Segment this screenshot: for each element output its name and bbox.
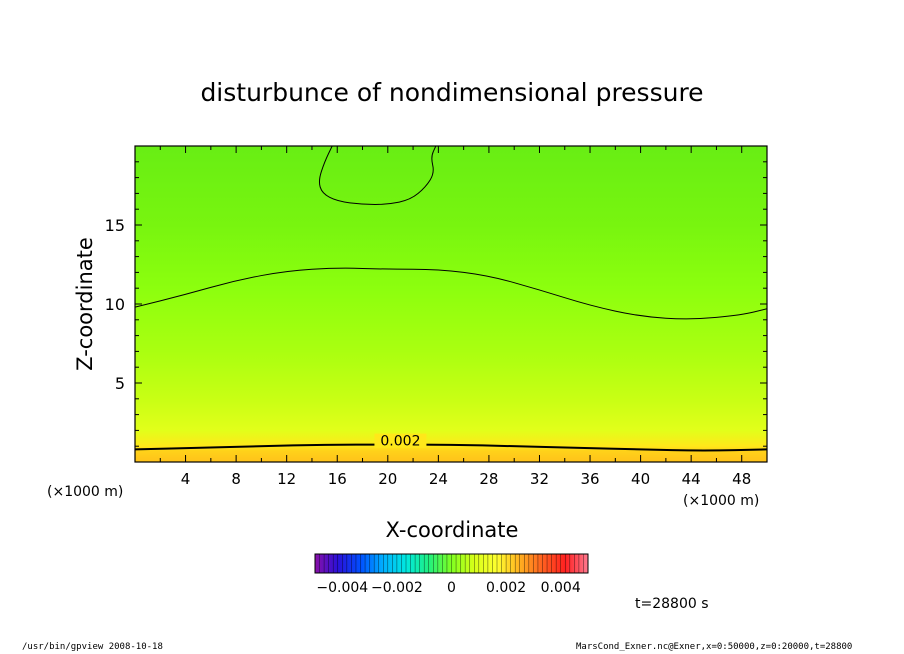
contour-label-bg [374,433,427,448]
colorbar-tick-label: −0.002 [371,580,423,596]
contour-line-1 [135,267,767,320]
z-tick-label: 15 [105,216,125,235]
x-tick-label: 8 [231,470,241,488]
x-axis-ticks: 4 8 12 16 20 24 28 32 36 40 44 48 [159,146,751,488]
z-axis-ticks: 5 10 15 [105,161,767,447]
contour-labels: 0.002 [374,433,427,450]
x-tick-label: 12 [277,470,296,488]
x-tick-label: 32 [530,470,549,488]
contour-label: 0.002 [380,434,420,450]
x-tick-label: 40 [631,470,650,488]
x-tick-label: 16 [328,470,347,488]
y-axis-label: Z-coordinate [73,237,97,371]
x-tick-label: 36 [580,470,599,488]
x-tick-label: 48 [732,470,751,488]
colorbar-tick-label: 0 [447,580,456,596]
x-tick-label: 4 [181,470,191,488]
footer-source: MarsCond_Exner.nc@Exner,x=0:50000,z=0:20… [576,642,853,652]
x-tick-label: 24 [429,470,448,488]
x-tick-label: 20 [378,470,397,488]
contour-line-2 [318,146,437,205]
z-unit-label: (×1000 m) [47,484,123,500]
colorbar-tick-label: −0.004 [316,580,368,596]
x-tick-label: 44 [682,470,701,488]
colorbar-ticks: −0.004 −0.002 0 0.002 0.004 [314,554,589,596]
x-axis-label: X-coordinate [386,518,519,542]
colorbar-tick-label: 0.004 [541,580,581,596]
heatmap-field [135,146,767,462]
z-tick-label: 5 [115,374,125,393]
x-tick-label: 28 [479,470,498,488]
colorbar-tick-label: 0.002 [486,580,526,596]
x-unit-label: (×1000 m) [683,493,759,509]
chart-title: disturbunce of nondimensional pressure [200,78,703,107]
time-label: t=28800 s [635,596,709,612]
z-tick-label: 10 [105,295,125,314]
footer-command: /usr/bin/gpview 2008-10-18 [22,642,163,652]
